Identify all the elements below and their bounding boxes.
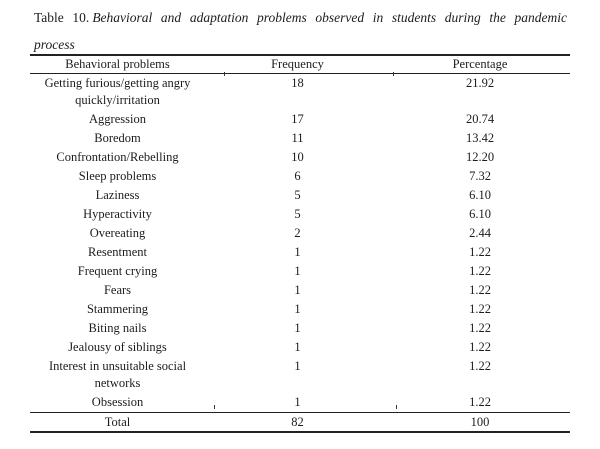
percentage-cell: 1.22 bbox=[469, 321, 491, 335]
percentage-cell: 7.32 bbox=[469, 169, 491, 183]
table-row: Hyperactivity 5 6.10 bbox=[30, 205, 570, 224]
table-row: Obsession 1 1.22 bbox=[30, 393, 570, 413]
frequency-cell: 1 bbox=[294, 321, 301, 335]
problem-cell: Boredom bbox=[94, 131, 141, 145]
percentage-cell: 1.22 bbox=[469, 359, 491, 373]
percentage-cell: 13.42 bbox=[465, 131, 495, 145]
problem-cell: Laziness bbox=[95, 188, 140, 202]
percentage-cell: 21.92 bbox=[465, 76, 495, 90]
percentage-cell: 1.22 bbox=[469, 302, 491, 316]
percentage-cell: 6.10 bbox=[469, 207, 491, 221]
caption-line-2: process bbox=[34, 37, 75, 52]
frequency-cell: 1 bbox=[294, 264, 301, 278]
table-row: Getting furious/getting angry quickly/ir… bbox=[30, 74, 570, 111]
problem-cell: Aggression bbox=[89, 112, 146, 126]
percentage-cell: 1.22 bbox=[469, 283, 491, 297]
frequency-cell: 11 bbox=[291, 131, 304, 145]
problem-cell: Frequent crying bbox=[77, 264, 158, 278]
column-header-percentage: Percentage bbox=[390, 54, 570, 74]
frequency-cell: 1 bbox=[294, 340, 301, 354]
total-row: Total 82 100 bbox=[30, 412, 570, 433]
frequency-cell: 1 bbox=[294, 283, 301, 297]
percentage-cell: 1.22 bbox=[469, 395, 491, 409]
problem-cell: Resentment bbox=[87, 245, 147, 259]
caption-text: Behavioral and adaptation problems obser… bbox=[92, 10, 567, 25]
frequency-cell: 17 bbox=[291, 112, 304, 126]
table-caption: Table 10. Behavioral and adaptation probl… bbox=[34, 4, 567, 58]
frequency-cell: 5 bbox=[294, 188, 301, 202]
table-row: Frequent crying 1 1.22 bbox=[30, 262, 570, 281]
percentage-cell: 2.44 bbox=[469, 226, 491, 240]
frequency-cell: 1 bbox=[294, 302, 301, 316]
table-row: Laziness 5 6.10 bbox=[30, 186, 570, 205]
percentage-cell: 6.10 bbox=[469, 188, 491, 202]
problem-cell: Stammering bbox=[86, 302, 149, 316]
problem-cell: Getting furious/getting angry quickly/ir… bbox=[44, 76, 191, 107]
frequency-cell: 1 bbox=[294, 359, 301, 373]
percentage-cell: 20.74 bbox=[465, 112, 495, 126]
frequency-cell: 6 bbox=[294, 169, 301, 183]
problem-cell: Confrontation/Rebelling bbox=[56, 150, 179, 164]
problem-cell: Biting nails bbox=[88, 321, 147, 335]
header-row: Behavioral problems Frequency Percentage bbox=[30, 54, 570, 74]
behavioral-problems-table: Behavioral problems Frequency Percentage… bbox=[30, 54, 570, 433]
frequency-cell: 1 bbox=[294, 395, 301, 409]
caption-line-1: Table 10. Behavioral and adaptation probl… bbox=[34, 4, 567, 31]
column-boundary-tick bbox=[224, 72, 225, 76]
problem-cell: Sleep problems bbox=[78, 169, 157, 183]
table-row: Stammering 1 1.22 bbox=[30, 300, 570, 319]
table-row: Interest in unsuitable social networks 1… bbox=[30, 357, 570, 393]
total-label-cell: Total bbox=[30, 412, 205, 433]
percentage-cell: 1.22 bbox=[469, 245, 491, 259]
table-row: Aggression 17 20.74 bbox=[30, 110, 570, 129]
problem-cell: Obsession bbox=[91, 395, 144, 409]
problem-cell: Jealousy of siblings bbox=[68, 340, 167, 354]
frequency-cell: 10 bbox=[291, 150, 304, 164]
table-row: Confrontation/Rebelling 10 12.20 bbox=[30, 148, 570, 167]
total-percentage-cell: 100 bbox=[390, 412, 570, 433]
table-row: Fears 1 1.22 bbox=[30, 281, 570, 300]
table-row: Jealousy of siblings 1 1.22 bbox=[30, 338, 570, 357]
column-boundary-tick bbox=[396, 405, 397, 409]
problem-cell: Fears bbox=[103, 283, 132, 297]
caption-label: Table 10. bbox=[34, 10, 90, 25]
table-row: Resentment 1 1.22 bbox=[30, 243, 570, 262]
problem-cell: Hyperactivity bbox=[83, 207, 152, 221]
column-header-frequency: Frequency bbox=[205, 54, 390, 74]
column-boundary-tick bbox=[214, 405, 215, 409]
table-row: Biting nails 1 1.22 bbox=[30, 319, 570, 338]
frequency-cell: 1 bbox=[294, 245, 301, 259]
problem-cell: Interest in unsuitable social networks bbox=[48, 359, 187, 390]
frequency-cell: 18 bbox=[291, 76, 304, 90]
frequency-cell: 2 bbox=[294, 226, 301, 240]
percentage-cell: 1.22 bbox=[469, 340, 491, 354]
total-frequency-cell: 82 bbox=[205, 412, 390, 433]
percentage-cell: 1.22 bbox=[469, 264, 491, 278]
column-header-behavioral-problems: Behavioral problems bbox=[30, 54, 205, 74]
table-row: Boredom 11 13.42 bbox=[30, 129, 570, 148]
frequency-cell: 5 bbox=[294, 207, 301, 221]
problem-cell: Overeating bbox=[89, 226, 146, 240]
table-row: Overeating 2 2.44 bbox=[30, 224, 570, 243]
percentage-cell: 12.20 bbox=[465, 150, 495, 164]
column-boundary-tick bbox=[393, 72, 394, 76]
table-row: Sleep problems 6 7.32 bbox=[30, 167, 570, 186]
